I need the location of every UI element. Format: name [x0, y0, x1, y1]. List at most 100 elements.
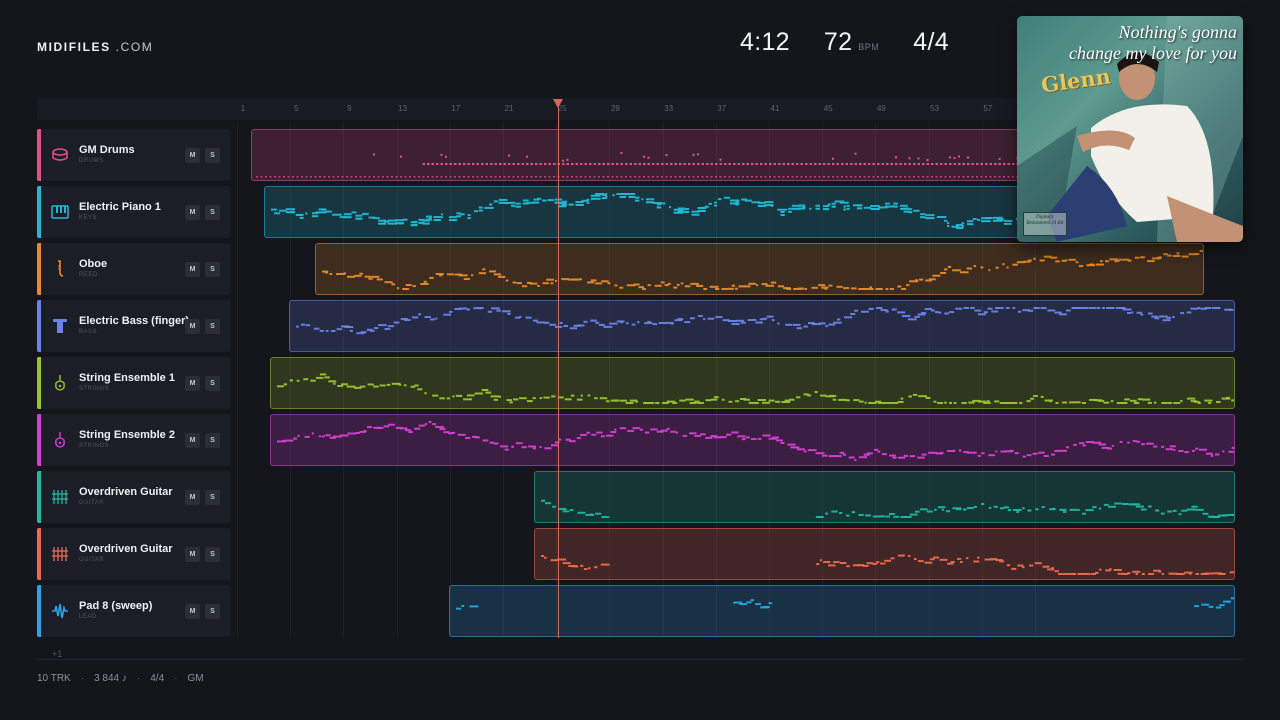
- track-color-bar: [37, 585, 41, 637]
- violin-icon: [51, 374, 69, 392]
- solo-button[interactable]: S: [205, 490, 220, 505]
- track-lane[interactable]: [534, 471, 1235, 523]
- mute-button[interactable]: M: [185, 319, 200, 334]
- note-pattern: [277, 373, 1234, 404]
- grid-line: [928, 122, 930, 638]
- track-category: KEYS: [79, 215, 98, 221]
- grid-line: [556, 122, 558, 638]
- solo-button[interactable]: S: [205, 433, 220, 448]
- track-category: STRINGS: [79, 386, 110, 392]
- track-category: GUITAR: [79, 500, 105, 506]
- mute-button[interactable]: M: [185, 376, 200, 391]
- track-lane[interactable]: [449, 585, 1235, 637]
- track-category: DRUMS: [79, 158, 104, 164]
- tempo-value: 72: [823, 28, 853, 56]
- ruler-bar-number: 33: [664, 104, 674, 113]
- grid-line: [715, 122, 717, 638]
- track-name: GM Drums: [79, 144, 135, 156]
- track-category: LEAD: [79, 614, 97, 620]
- note-pattern: [541, 499, 1234, 518]
- grid-line: [662, 122, 664, 638]
- ruler-bar-number: 13: [398, 104, 408, 113]
- grid-line: [822, 122, 824, 638]
- bass-icon: [51, 317, 69, 335]
- track-header[interactable]: String Ensemble 1 STRINGS M S: [37, 357, 231, 409]
- waveform-icon: [51, 602, 69, 620]
- track-color-bar: [37, 528, 41, 580]
- ruler-bar-number: 29: [610, 104, 620, 113]
- mute-button[interactable]: M: [185, 148, 200, 163]
- song-duration: 4:12: [740, 28, 790, 56]
- solo-button[interactable]: S: [205, 148, 220, 163]
- ruler-bar-number: 25: [557, 104, 567, 113]
- track-lane[interactable]: [315, 243, 1204, 295]
- violin-icon: [51, 431, 69, 449]
- track-category: STRINGS: [79, 443, 110, 449]
- track-header[interactable]: Overdriven Guitar GUITAR M S: [37, 471, 231, 523]
- track-header[interactable]: Electric Piano 1 KEYS M S: [37, 186, 231, 238]
- footer-separator: ·: [80, 673, 85, 684]
- track-header[interactable]: GM Drums DRUMS M S: [37, 129, 231, 181]
- grid-line: [343, 122, 345, 638]
- album-cover: Nothing's gonna change my love for you G…: [1017, 16, 1243, 242]
- track-header[interactable]: Electric Bass (finger) BASS M S: [37, 300, 231, 352]
- grid-line: [449, 122, 451, 638]
- grid-line: [609, 122, 611, 638]
- track-color-bar: [37, 129, 41, 181]
- mute-button[interactable]: M: [185, 547, 200, 562]
- guitar-icon: [51, 545, 69, 563]
- ruler-bar-number: 49: [876, 104, 886, 113]
- song-stats: 4:12 72 BPM 4/4: [740, 28, 949, 57]
- track-lane[interactable]: [251, 129, 1035, 181]
- track-category: BASS: [79, 329, 98, 335]
- track-color-bar: [37, 414, 41, 466]
- track-color-bar: [37, 300, 41, 352]
- mute-button[interactable]: M: [185, 604, 200, 619]
- track-lane[interactable]: [270, 357, 1235, 409]
- track-header[interactable]: Pad 8 (sweep) LEAD M S: [37, 585, 231, 637]
- grid-line: [981, 122, 983, 638]
- track-lane[interactable]: [534, 528, 1235, 580]
- solo-button[interactable]: S: [205, 205, 220, 220]
- track-name: String Ensemble 1: [79, 372, 175, 384]
- ruler-bar-number: 53: [930, 104, 940, 113]
- track-category: GUITAR: [79, 557, 105, 563]
- ruler-bar-number: 9: [347, 104, 352, 113]
- track-lane[interactable]: [264, 186, 1035, 238]
- drum-icon: [51, 146, 69, 164]
- ruler-bar-number: 37: [717, 104, 727, 113]
- grid-line: [396, 122, 398, 638]
- note-pattern: [322, 250, 1203, 290]
- mute-button[interactable]: M: [185, 205, 200, 220]
- track-name: Overdriven Guitar: [79, 486, 173, 498]
- footer-stats: 10 TRK · 3 844 ♪ · 4/4 · GM: [37, 673, 204, 684]
- tempo-unit: BPM: [858, 42, 880, 52]
- solo-button[interactable]: S: [205, 376, 220, 391]
- solo-button[interactable]: S: [205, 547, 220, 562]
- brand-name: MIDIFILES: [37, 40, 111, 54]
- mute-button[interactable]: M: [185, 262, 200, 277]
- footer-signature: 4/4: [150, 673, 165, 684]
- track-header[interactable]: String Ensemble 2 STRINGS M S: [37, 414, 231, 466]
- ruler-bar-number: 17: [451, 104, 461, 113]
- track-lane[interactable]: [270, 414, 1235, 466]
- ruler-bar-number: 21: [504, 104, 514, 113]
- track-name: Electric Bass (finger): [79, 315, 190, 327]
- solo-button[interactable]: S: [205, 319, 220, 334]
- note-pattern: [296, 307, 1234, 335]
- mute-button[interactable]: M: [185, 490, 200, 505]
- track-header[interactable]: Overdriven Guitar GUITAR M S: [37, 528, 231, 580]
- playhead[interactable]: [558, 106, 559, 638]
- solo-button[interactable]: S: [205, 604, 220, 619]
- solo-button[interactable]: S: [205, 262, 220, 277]
- more-tracks-indicator[interactable]: +1: [52, 649, 63, 659]
- playhead-marker[interactable]: [553, 99, 563, 108]
- timeline-ruler[interactable]: 1 5 9 13 17 21 25 29 33 37 41 45 49 53 57: [37, 98, 1243, 120]
- track-name: Electric Piano 1: [79, 201, 161, 213]
- track-header[interactable]: Oboe REED M S: [37, 243, 231, 295]
- track-color-bar: [37, 243, 41, 295]
- grid-line: [1035, 122, 1036, 638]
- mute-button[interactable]: M: [185, 433, 200, 448]
- track-lane[interactable]: [289, 300, 1235, 352]
- note-pattern: [256, 152, 1033, 178]
